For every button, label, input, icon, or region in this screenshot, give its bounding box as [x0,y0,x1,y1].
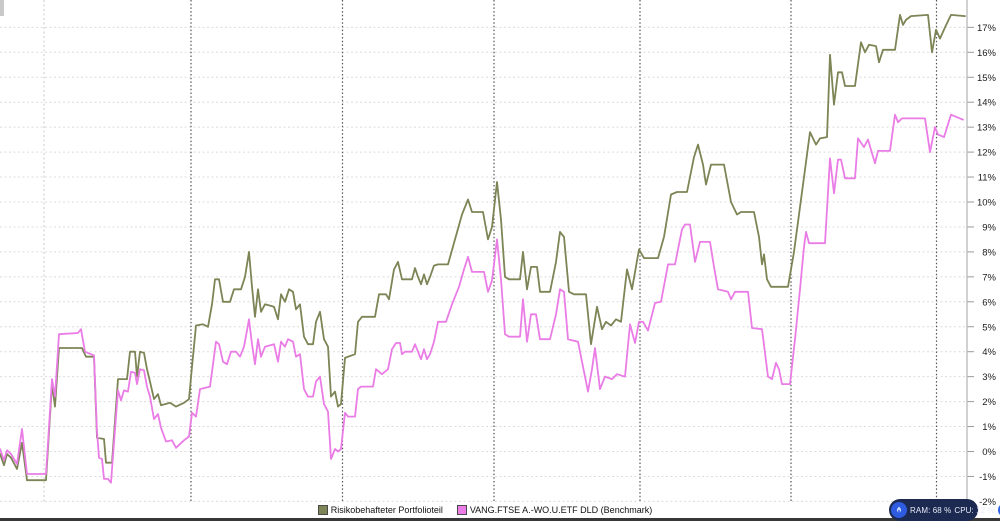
y-axis-tick-label: -1% [979,472,996,483]
legend-swatch-portfolio-icon [317,505,328,515]
ram-usage-text: RAM: 68 % [910,505,952,515]
system-monitor-pill[interactable]: RAM: 68 % CPU: 12 % → [889,499,1000,521]
y-axis-tick-label: 14% [977,98,997,109]
window-bottom-border [0,518,1000,521]
y-axis-tick-label: 11% [978,173,997,184]
y-axis-tick-label: 8% [982,247,996,258]
cpu-usage-text: CPU: 12 % [954,505,995,515]
y-axis-tick-label: 4% [982,347,996,358]
y-axis-tick-label: 10% [977,198,997,209]
series-line-portfolio [0,13,966,482]
legend-swatch-benchmark-icon [456,505,467,515]
y-axis-tick-label: 7% [982,272,996,283]
y-axis-tick-label: 17% [977,23,997,34]
y-axis-tick-label: 6% [982,297,996,308]
y-axis-tick-label: 9% [982,222,996,233]
legend-label-benchmark: VANG.FTSE A.-WO.U.ETF DLD (Benchmark) [469,505,653,515]
monitor-flame-icon [891,502,907,518]
y-axis-tick-label: 13% [977,123,997,134]
chart-legend: Risikobehafteter Portfolioteil VANG.FTSE… [0,502,970,518]
collapse-arrow-icon[interactable]: → [997,503,1000,517]
window-edge-artifact [0,0,4,16]
y-axis-tick-label: -2% [979,497,996,508]
legend-item-benchmark[interactable]: VANG.FTSE A.-WO.U.ETF DLD (Benchmark) [456,505,653,515]
y-axis-tick-label: 15% [977,73,997,84]
y-axis-tick-label: 16% [977,48,997,59]
y-axis-tick-label: 5% [982,322,996,333]
legend-label-portfolio: Risikobehafteter Portfolioteil [330,505,443,515]
y-axis-tick-label: 12% [977,148,997,159]
legend-item-portfolio[interactable]: Risikobehafteter Portfolioteil [317,505,443,515]
y-axis-tick-label: 0% [982,447,996,458]
y-axis-tick-label: 3% [982,372,996,383]
series-line-benchmark [0,113,964,484]
y-axis-tick-label: 2% [982,397,996,408]
y-axis-tick-label: 1% [982,422,996,433]
